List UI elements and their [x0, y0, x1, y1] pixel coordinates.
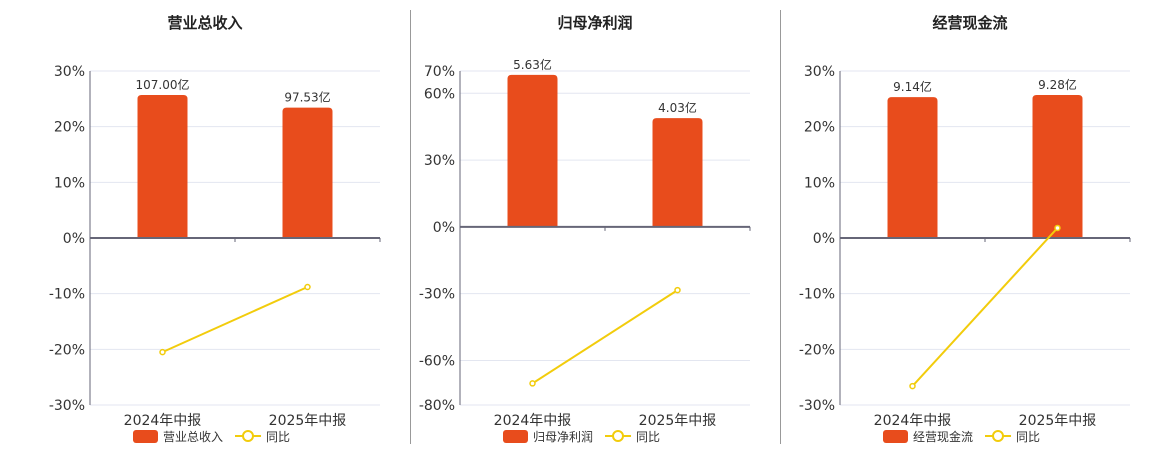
bar-value-label: 9.14亿	[893, 79, 932, 94]
y-tick-label: 0%	[813, 231, 835, 247]
bar	[887, 97, 938, 239]
bar	[137, 95, 188, 238]
x-tick-label: 2024年中报	[124, 413, 202, 429]
bar-value-label: 97.53亿	[284, 90, 330, 105]
y-tick-label: -10%	[799, 287, 835, 303]
y-tick-label: 10%	[804, 175, 835, 191]
yoy-point	[304, 283, 311, 291]
bar-value-label: 9.28亿	[1038, 77, 1077, 92]
legend-bar-swatch	[133, 430, 158, 443]
x-tick-label: 2024年中报	[494, 413, 572, 429]
y-tick-label: -30%	[49, 398, 85, 414]
x-tick-label: 2025年中报	[269, 413, 347, 429]
y-tick-label: -30%	[419, 287, 455, 303]
yoy-line	[911, 227, 1059, 387]
bar	[652, 118, 703, 227]
bar	[1032, 95, 1083, 238]
legend-line-label: 同比	[636, 430, 660, 444]
y-tick-label: -20%	[799, 342, 835, 358]
legend-line-marker	[992, 430, 1004, 442]
bar	[507, 74, 558, 227]
chart-title-net-profit: 归母净利润	[557, 14, 633, 32]
y-tick-label: -30%	[799, 398, 835, 414]
y-tick-label: 20%	[804, 120, 835, 136]
legend-line-label: 同比	[1016, 430, 1040, 444]
y-tick-label: 60%	[424, 86, 455, 102]
legend-bar-label: 归母净利润	[533, 430, 593, 444]
legend-line-label: 同比	[266, 430, 290, 444]
bar-value-label: 5.63亿	[513, 57, 552, 72]
panel-divider	[780, 10, 781, 444]
yoy-point	[529, 380, 536, 387]
yoy-point	[1054, 224, 1061, 232]
y-tick-label: 70%	[424, 64, 455, 80]
yoy-point	[159, 348, 166, 356]
x-tick-label: 2025年中报	[1019, 413, 1097, 429]
bar-value-label: 107.00亿	[136, 77, 190, 92]
chart-title-cash-flow: 经营现金流	[932, 14, 1008, 32]
yoy-point	[909, 382, 916, 390]
y-tick-label: -80%	[419, 398, 455, 414]
legend-line-marker	[242, 430, 254, 442]
legend-bar-swatch	[503, 430, 528, 443]
x-tick-label: 2025年中报	[639, 413, 717, 429]
bar-value-label: 4.03亿	[658, 100, 697, 115]
y-tick-label: -60%	[419, 353, 455, 369]
yoy-line	[531, 289, 679, 385]
y-tick-label: 30%	[424, 153, 455, 169]
legend-bar-label: 经营现金流	[913, 429, 973, 444]
y-tick-label: 0%	[433, 220, 455, 236]
y-tick-label: 10%	[54, 175, 85, 191]
panel-divider	[410, 10, 411, 444]
y-tick-label: -20%	[49, 342, 85, 358]
chart-title-revenue: 营业总收入	[167, 14, 243, 32]
y-tick-label: -10%	[49, 287, 85, 303]
legend-bar-swatch	[883, 430, 908, 443]
y-tick-label: 0%	[63, 231, 85, 247]
bar	[282, 107, 333, 239]
x-tick-label: 2024年中报	[874, 413, 952, 429]
y-tick-label: 20%	[54, 120, 85, 136]
y-tick-label: 30%	[804, 64, 835, 80]
legend-bar-label: 营业总收入	[163, 430, 223, 444]
y-tick-label: 30%	[54, 64, 85, 80]
yoy-point	[674, 286, 681, 294]
legend-line-marker	[612, 430, 624, 442]
yoy-line	[162, 286, 308, 354]
